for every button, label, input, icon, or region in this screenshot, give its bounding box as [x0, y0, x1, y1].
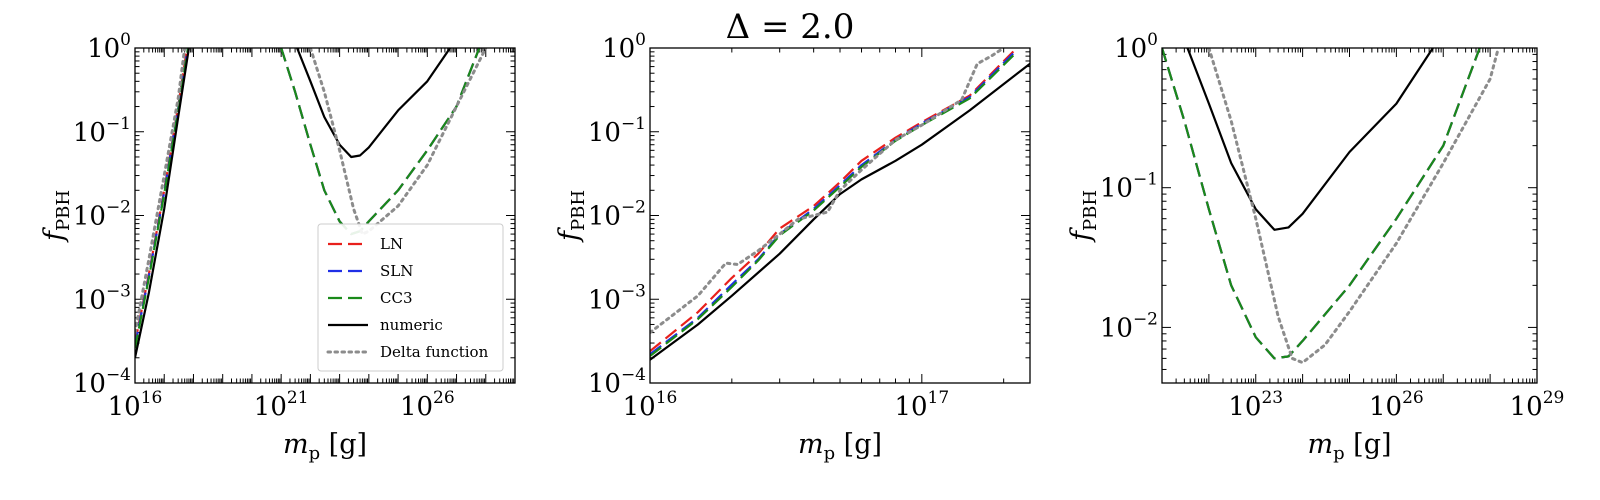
- axis-ticks: [134, 47, 516, 384]
- plot-frame: [1161, 47, 1538, 384]
- axis-ticks: [649, 47, 1030, 384]
- series-sln-segment-0: [1162, 48, 1481, 360]
- axis-ticks: [1161, 47, 1538, 384]
- x-tick-label: 1016: [623, 388, 678, 422]
- series-delta-segment-0: [135, 48, 187, 335]
- panels: 1016 1021 1026 10−4 10−3 10−2 10−1 100 mp [g] fPB…: [39, 30, 1564, 464]
- legend-label-cc3: CC3: [380, 289, 413, 307]
- x-tick-label: 1029: [1510, 388, 1565, 422]
- legend: LN SLN CC3 numeric Delta function: [317, 223, 504, 372]
- plot-frame: [134, 47, 516, 384]
- y-axis-label: fPBH: [39, 190, 74, 243]
- plot-frame: [649, 47, 1031, 384]
- series-ln-segment-0: [1162, 48, 1481, 360]
- y-tick-label: 10−3: [588, 281, 646, 315]
- series-ln-segment-0: [650, 49, 1016, 353]
- x-tick-label: 1026: [400, 388, 455, 422]
- x-tick-label: 1021: [254, 388, 309, 422]
- x-tick-label: 1023: [1228, 388, 1283, 422]
- series-ln-segment-1: [280, 48, 481, 236]
- series-cc3-segment-0: [135, 48, 190, 349]
- series-cc3-segment-1: [280, 48, 481, 236]
- y-axis-label: fPBH: [1066, 190, 1101, 243]
- series-cc3-segment-0: [1162, 48, 1481, 360]
- series-numeric-segment-0: [1186, 48, 1434, 231]
- legend-label-sln: SLN: [380, 262, 413, 280]
- y-tick-label: 10−1: [588, 114, 646, 148]
- series-delta-segment-0: [650, 48, 1006, 335]
- legend-label-delta: Delta function: [380, 343, 489, 361]
- series-numeric-segment-0: [135, 48, 190, 359]
- x-axis-label: mp [g]: [798, 429, 882, 464]
- y-tick-label: 10−2: [588, 198, 646, 232]
- y-tick-label: 100: [87, 30, 131, 64]
- y-axis-label: fPBH: [554, 190, 589, 243]
- series-numeric-segment-0: [650, 62, 1030, 361]
- series-delta-segment-0: [1207, 48, 1500, 365]
- legend-box: [317, 223, 504, 372]
- x-tick-label: 1026: [1369, 388, 1424, 422]
- y-tick-label: 10−2: [1100, 309, 1158, 343]
- y-tick-label: 10−4: [73, 365, 131, 399]
- y-tick-label: 10−3: [73, 281, 131, 315]
- panel-middle: 1016 1017 10−4 10−3 10−2 10−1 100 mp [g] fPBH: [554, 30, 1031, 464]
- panel-right: 1023 1026 1029 10−2 10−1 100 mp [g] fPBH: [1066, 30, 1564, 464]
- y-tick-label: 10−1: [73, 114, 131, 148]
- series-group: [650, 48, 1030, 361]
- y-tick-label: 10−2: [73, 198, 131, 232]
- series-sln-segment-0: [650, 51, 1016, 356]
- y-tick-label: 100: [1114, 30, 1158, 64]
- series-numeric-segment-1: [296, 48, 452, 159]
- x-axis-label: mp [g]: [1307, 429, 1391, 464]
- x-tick-label: 1017: [894, 388, 949, 422]
- x-axis-label: mp [g]: [283, 429, 367, 464]
- series-delta-segment-1: [308, 48, 488, 236]
- y-tick-label: 10−4: [588, 365, 646, 399]
- x-tick-label: 1016: [108, 388, 163, 422]
- panel-left: 1016 1021 1026 10−4 10−3 10−2 10−1 100 mp [g] fPB…: [39, 30, 516, 464]
- legend-label-ln: LN: [380, 235, 403, 253]
- figure-title: Δ = 2.0: [726, 7, 855, 47]
- series-sln-segment-1: [280, 48, 481, 236]
- y-tick-label: 10−1: [1100, 170, 1158, 204]
- series-group: [1162, 48, 1500, 365]
- y-tick-label: 100: [602, 30, 646, 64]
- legend-label-numeric: numeric: [380, 316, 443, 334]
